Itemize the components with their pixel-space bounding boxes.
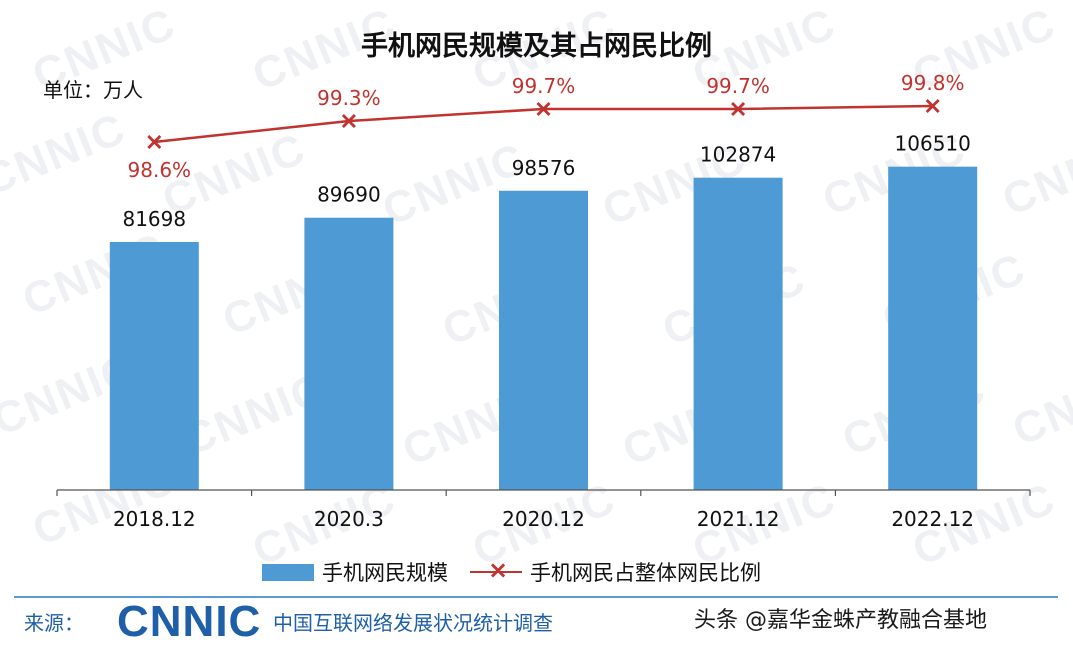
legend-line-swatch: × [470,556,522,584]
bar-2022.12 [888,166,978,490]
x-tick-label: 2022.12 [891,507,974,531]
source-label: 来源： [24,611,84,635]
legend-cross-icon: × [488,556,509,584]
bar-2020.3 [304,217,394,490]
chart-title: 手机网民规模及其占网民比例 [361,31,712,62]
ratio-point-marker [731,102,746,116]
ratio-point-marker [536,102,551,116]
ratio-value-label: 99.7% [706,74,770,98]
x-tick-label: 2021.12 [697,507,780,531]
legend-bar-label: 手机网民规模 [322,561,448,585]
ratio-value-label: 99.7% [512,74,576,98]
x-tick-label: 2020.3 [314,507,384,531]
bar-value-label: 98576 [512,156,576,180]
cnnic-logo: CNNIC [117,597,262,646]
bar-value-label: 106510 [895,132,971,156]
bar-value-label: 89690 [317,183,381,207]
source-name: 中国互联网络发展状况统计调查 [273,611,553,635]
attribution-text: 头条 @嘉华金蛛产教融合基地 [694,608,987,633]
chart-legend: 手机网民规模 × 手机网民占整体网民比例 [262,556,761,587]
footer-divider [14,596,1058,598]
legend-bar-swatch [262,563,314,581]
bar-2020.12 [499,190,588,490]
x-tick-label: 2018.12 [113,507,196,531]
ratio-value-label: 99.3% [317,86,381,110]
x-tick-label: 2020.12 [502,507,585,531]
ratio-point-marker [925,99,940,113]
bar-value-label: 102874 [700,143,776,167]
bar-2018.12 [109,241,199,490]
ratio-point-marker [147,135,162,149]
unit-label: 单位：万人 [43,78,143,102]
ratio-value-label: 98.6% [128,158,192,182]
bar-2021.12 [693,177,783,491]
bar-value-label: 81698 [122,207,186,231]
legend-line-label: 手机网民占整体网民比例 [530,561,761,585]
ratio-line [154,104,933,144]
ratio-value-label: 99.8% [901,71,965,95]
ratio-point-marker [341,114,356,128]
